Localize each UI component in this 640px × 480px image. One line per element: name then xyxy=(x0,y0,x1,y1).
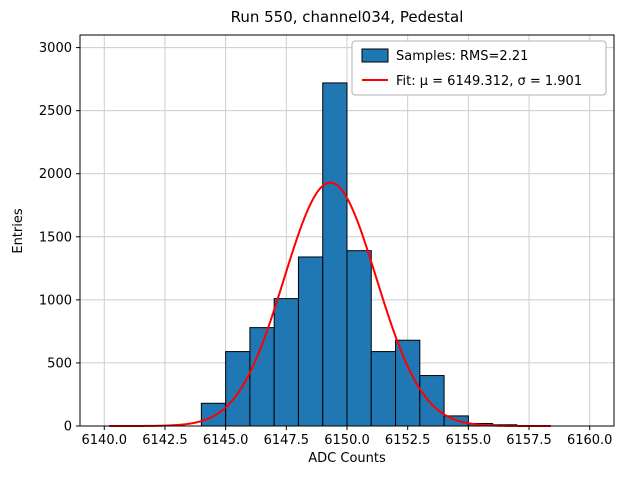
x-tick-label: 6150.0 xyxy=(324,433,370,448)
axis-ticks xyxy=(76,47,591,430)
x-tick-label: 6152.5 xyxy=(385,433,431,448)
y-tick-label: 1500 xyxy=(39,230,72,245)
histogram-bar xyxy=(370,351,397,427)
x-tick-label: 6147.5 xyxy=(264,433,310,448)
x-axis-label: ADC Counts xyxy=(308,451,386,466)
y-tick-label: 500 xyxy=(47,356,72,371)
y-tick-label: 2000 xyxy=(39,167,72,182)
histogram-bar xyxy=(225,351,251,427)
y-axis-label: Entries xyxy=(11,208,26,254)
x-tick-label: 6140.0 xyxy=(82,433,128,448)
histogram-bar xyxy=(200,402,227,427)
x-tick-label: 6142.5 xyxy=(142,433,188,448)
y-tick-label: 3000 xyxy=(39,41,72,56)
y-tick-label: 0 xyxy=(64,420,72,435)
legend-swatch-samples xyxy=(361,48,389,63)
histogram-bar xyxy=(322,82,348,427)
histogram-bar xyxy=(297,256,324,427)
legend-label-samples: Samples: RMS=2.21 xyxy=(396,49,528,64)
legend-label-fit: Fit: μ = 6149.312, σ = 1.901 xyxy=(396,74,582,89)
x-tick-label: 6160.0 xyxy=(567,433,613,448)
histogram-bar xyxy=(419,375,445,427)
x-tick-label: 6155.0 xyxy=(446,433,492,448)
gaussian-fit-curve xyxy=(109,181,551,427)
legend-box xyxy=(351,40,607,96)
histogram-bar xyxy=(273,298,299,427)
tick-labels: 6140.0 6142.5 6145.0 6147.5 6150.0 6152.5 6155… xyxy=(39,41,613,448)
x-tick-label: 6157.5 xyxy=(506,433,552,448)
legend: Samples: RMS=2.21 Fit: μ = 6149.312, σ =… xyxy=(351,40,607,96)
y-tick-label: 1000 xyxy=(39,293,72,308)
chart-title: Run 550, channel034, Pedestal xyxy=(231,8,464,26)
y-tick-label: 2500 xyxy=(39,104,72,119)
x-tick-label: 6145.0 xyxy=(203,433,249,448)
histogram-bar xyxy=(346,250,372,427)
